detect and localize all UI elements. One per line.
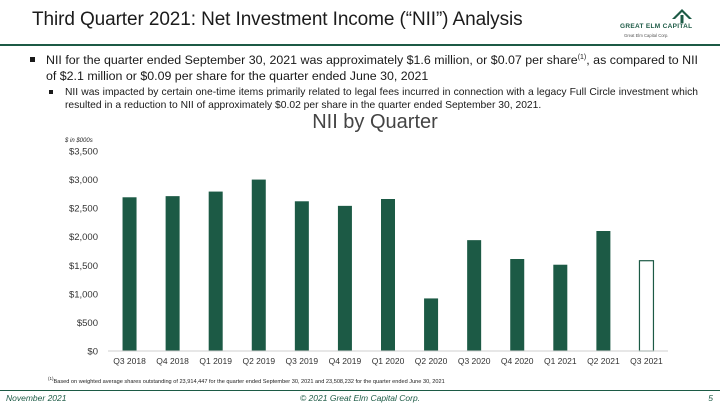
page-number: 5 (708, 393, 713, 403)
x-tick-label: Q2 2020 (415, 356, 448, 366)
bullet-primary-footnote-ref: (1) (577, 54, 587, 61)
tree-logo-icon (672, 9, 692, 23)
bar-q4-2018 (165, 196, 180, 351)
x-tick-label: Q3 2020 (458, 356, 491, 366)
bar-q4-2019 (337, 205, 352, 351)
bar-q2-2019 (251, 179, 266, 351)
x-tick-label: Q4 2019 (329, 356, 362, 366)
x-tick-label: Q2 2021 (587, 356, 620, 366)
footnote: (1)Based on weighted average shares outs… (48, 376, 445, 385)
logo-wordmark: GREAT ELM CAPITAL (620, 23, 693, 30)
bullet-square-icon (30, 57, 35, 62)
y-tick-label: $2,000 (69, 232, 98, 243)
bar-q2-2020 (424, 298, 439, 351)
footer-date: November 2021 (6, 393, 67, 403)
bar-q3-2020 (467, 240, 482, 351)
x-tick-label: Q4 2020 (501, 356, 534, 366)
bullet-secondary: NII was impacted by certain one-time ite… (30, 86, 698, 112)
y-tick-label: $3,000 (69, 175, 98, 186)
y-axis: $0 $500 $1,000 $1,500 $2,000 $2,500 $3,000 $3,5… (69, 147, 98, 358)
bullet-list: NII for the quarter ended September 30, … (30, 52, 698, 112)
y-tick-label: $1,500 (69, 261, 98, 272)
y-tick-label: $3,500 (69, 147, 98, 158)
bullet-primary: NII for the quarter ended September 30, … (30, 52, 698, 84)
bullet-square-icon (49, 90, 53, 94)
chart-units-label: $ in $000s (65, 138, 93, 144)
x-tick-label: Q3 2018 (113, 356, 146, 366)
bar-q1-2020 (381, 199, 395, 351)
y-tick-label: $2,500 (69, 204, 98, 215)
x-tick-label: Q2 2019 (242, 356, 275, 366)
bullet-secondary-text: NII was impacted by certain one-time ite… (65, 87, 698, 111)
bar-series (122, 179, 655, 352)
logo-subtitle: Great Elm Capital Corp. (624, 33, 669, 38)
x-axis: Q3 2018 Q4 2018 Q1 2019 Q2 2019 Q3 2019 Q4 20… (108, 350, 668, 366)
bar-q1-2021 (553, 264, 568, 351)
nii-bar-chart: $0 $500 $1,000 $1,500 $2,000 $2,500 $3,000 $3,5… (69, 147, 668, 366)
x-tick-label: Q1 2019 (199, 356, 232, 366)
y-tick-label: $500 (77, 318, 98, 329)
footnote-marker: (1) (48, 376, 54, 381)
bullet-primary-text: NII for the quarter ended September 30, … (46, 53, 578, 67)
bullet-primary-tail: , as compared to NII of $2.1 million or … (46, 53, 698, 83)
company-logo: GREAT ELM CAPITAL Great Elm Capital Corp… (620, 8, 712, 40)
x-tick-label: Q1 2021 (544, 356, 577, 366)
y-tick-label: $1,000 (69, 289, 98, 300)
slide-title: Third Quarter 2021: Net Investment Incom… (32, 9, 523, 30)
x-tick-label: Q1 2020 (372, 356, 405, 366)
bar-q4-2020 (510, 259, 525, 351)
bar-q2-2021 (596, 231, 611, 351)
footnote-text: Based on weighted average shares outstan… (53, 379, 445, 385)
bar-q3-2021 (638, 260, 655, 352)
x-tick-label: Q3 2019 (286, 356, 319, 366)
bar-q3-2019 (294, 201, 309, 351)
chart-title: NII by Quarter (312, 111, 438, 133)
y-tick-label: $0 (87, 347, 98, 358)
bar-q3-2018 (122, 197, 137, 351)
bar-q1-2019 (208, 191, 223, 351)
footer-rule (0, 390, 720, 391)
footer-copyright: © 2021 Great Elm Capital Corp. (299, 393, 421, 403)
x-tick-label: Q4 2018 (156, 356, 189, 366)
x-tick-label: Q3 2021 (630, 356, 663, 366)
header-rule (0, 44, 720, 46)
